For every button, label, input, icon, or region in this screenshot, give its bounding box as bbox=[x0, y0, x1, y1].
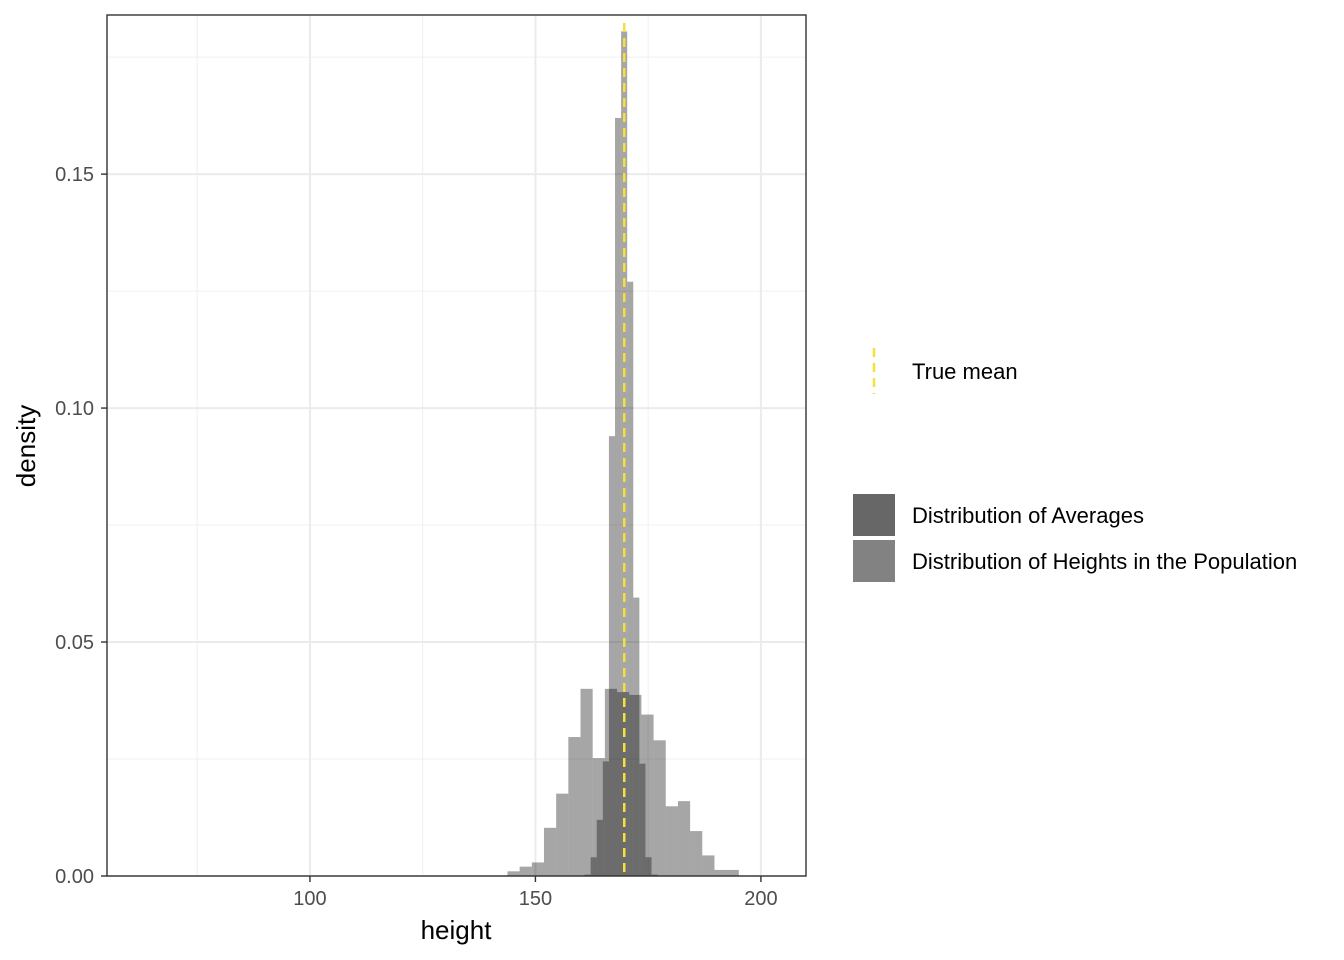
population-bar-14 bbox=[677, 801, 691, 876]
x-tick-label-0: 100 bbox=[293, 888, 326, 910]
legend-averages-label: Distribution of Averages bbox=[912, 503, 1144, 528]
y-tick-label-3: 0.15 bbox=[55, 164, 94, 186]
legend-population-label: Distribution of Heights in the Populatio… bbox=[912, 549, 1297, 574]
averages-bar-9 bbox=[639, 763, 646, 876]
averages-bar-4 bbox=[608, 436, 616, 876]
population-bar-5 bbox=[568, 737, 581, 876]
population-bar-10 bbox=[629, 694, 642, 876]
grid-minor bbox=[107, 15, 806, 876]
y-tick-label-2: 0.10 bbox=[55, 398, 94, 420]
y-axis-title: density bbox=[11, 405, 41, 487]
legend-averages-key bbox=[853, 494, 895, 536]
averages-bar-2 bbox=[596, 819, 603, 876]
legend-true-mean-label: True mean bbox=[912, 359, 1018, 384]
x-axis-title: height bbox=[421, 915, 493, 945]
population-bar-15 bbox=[690, 831, 703, 876]
population-bar-6 bbox=[580, 688, 593, 876]
averages-bar-7 bbox=[627, 281, 634, 876]
x-tick-label-2: 200 bbox=[744, 888, 777, 910]
averages-bar-11 bbox=[651, 874, 658, 876]
histogram-bars bbox=[507, 31, 739, 876]
x-tick-label-1: 150 bbox=[519, 888, 552, 910]
population-bar-7 bbox=[592, 758, 605, 876]
legend-population-key bbox=[853, 540, 895, 582]
averages-bar-1 bbox=[590, 857, 597, 876]
population-bar-13 bbox=[665, 806, 678, 876]
population-bar-17 bbox=[714, 869, 727, 876]
legend-distributions: Distribution of Averages Distribution of… bbox=[853, 494, 1297, 582]
axis-ticks: 100 150 200 0.00 0.05 0.10 0.15 bbox=[55, 164, 778, 910]
population-bar-4 bbox=[556, 793, 569, 876]
averages-bar-0 bbox=[584, 874, 591, 876]
series-averages bbox=[584, 31, 658, 876]
averages-bar-10 bbox=[645, 857, 652, 876]
averages-bar-3 bbox=[602, 761, 609, 876]
population-bar-12 bbox=[653, 740, 666, 876]
averages-bar-5 bbox=[615, 117, 622, 876]
plot-background bbox=[107, 15, 806, 876]
population-bar-0 bbox=[507, 871, 520, 876]
population-bar-16 bbox=[702, 855, 715, 876]
population-bar-8 bbox=[604, 688, 618, 876]
population-bar-9 bbox=[617, 692, 630, 876]
population-bar-3 bbox=[543, 827, 557, 876]
population-bar-2 bbox=[531, 862, 544, 876]
averages-bar-6 bbox=[621, 31, 628, 876]
legend-true-mean: True mean bbox=[872, 348, 1018, 394]
population-bar-18 bbox=[726, 869, 739, 876]
population-bar-11 bbox=[641, 714, 654, 876]
population-bar-1 bbox=[519, 866, 532, 876]
y-tick-label-0: 0.00 bbox=[55, 866, 94, 888]
averages-bar-8 bbox=[633, 597, 640, 876]
series-population bbox=[507, 688, 739, 876]
y-tick-label-1: 0.05 bbox=[55, 632, 94, 654]
plot-panel-border bbox=[106, 14, 807, 877]
